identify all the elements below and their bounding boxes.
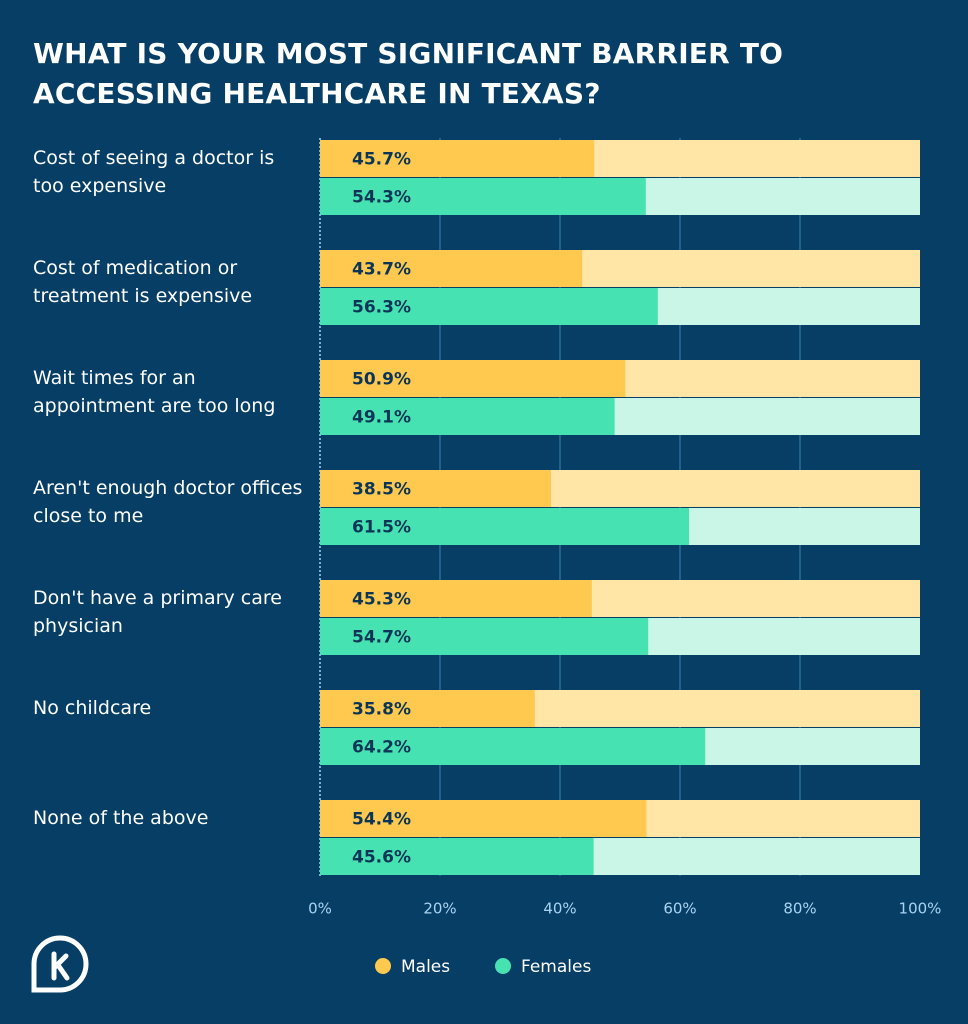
- x-tick-label: 100%: [899, 900, 942, 918]
- x-tick-label: 20%: [423, 900, 456, 918]
- bar: [320, 140, 595, 177]
- bar: [320, 690, 535, 727]
- category-label: Cost of seeing a doctor is too expensive: [33, 147, 275, 197]
- value-label: 35.8%: [352, 700, 411, 720]
- category-label: Cost of medication or treatment is expen…: [33, 257, 253, 307]
- value-label: 45.7%: [352, 150, 411, 170]
- value-label: 45.6%: [352, 848, 411, 868]
- value-label: 54.3%: [352, 188, 411, 208]
- category-label: Aren't enough doctor offices close to me: [33, 477, 303, 527]
- bar: [320, 618, 649, 655]
- bar: [320, 580, 592, 617]
- x-tick-label: 60%: [663, 900, 696, 918]
- category-label: No childcare: [33, 697, 152, 719]
- category-label: None of the above: [33, 807, 209, 829]
- value-label: 56.3%: [352, 298, 411, 318]
- x-tick-label: 40%: [543, 900, 576, 918]
- value-label: 49.1%: [352, 408, 411, 428]
- bar: [320, 288, 658, 325]
- bar: [320, 178, 646, 215]
- bar: [320, 250, 583, 287]
- value-label: 38.5%: [352, 480, 411, 500]
- value-label: 43.7%: [352, 260, 411, 280]
- chart-title: WHAT IS YOUR MOST SIGNIFICANT BARRIER TO…: [33, 37, 784, 110]
- bar: [320, 360, 626, 397]
- bar: [320, 838, 594, 875]
- logo: [31, 935, 89, 993]
- bar: [320, 728, 706, 765]
- category-label: Don't have a primary care physician: [33, 587, 282, 637]
- bar: [320, 470, 551, 507]
- value-label: 64.2%: [352, 738, 411, 758]
- value-label: 50.9%: [352, 370, 411, 390]
- value-label: 54.4%: [352, 810, 411, 830]
- value-label: 54.7%: [352, 628, 411, 648]
- legend-label: Females: [521, 957, 591, 977]
- x-tick-label: 0%: [308, 900, 332, 918]
- bar: [320, 800, 647, 837]
- bar: [320, 398, 615, 435]
- x-tick-label: 80%: [783, 900, 816, 918]
- bar: [320, 508, 689, 545]
- value-label: 61.5%: [352, 518, 411, 538]
- legend-label: Males: [401, 957, 450, 977]
- value-label: 45.3%: [352, 590, 411, 610]
- category-label: Wait times for an appointment are too lo…: [33, 367, 276, 417]
- legend-marker: [495, 958, 511, 974]
- legend-marker: [375, 958, 391, 974]
